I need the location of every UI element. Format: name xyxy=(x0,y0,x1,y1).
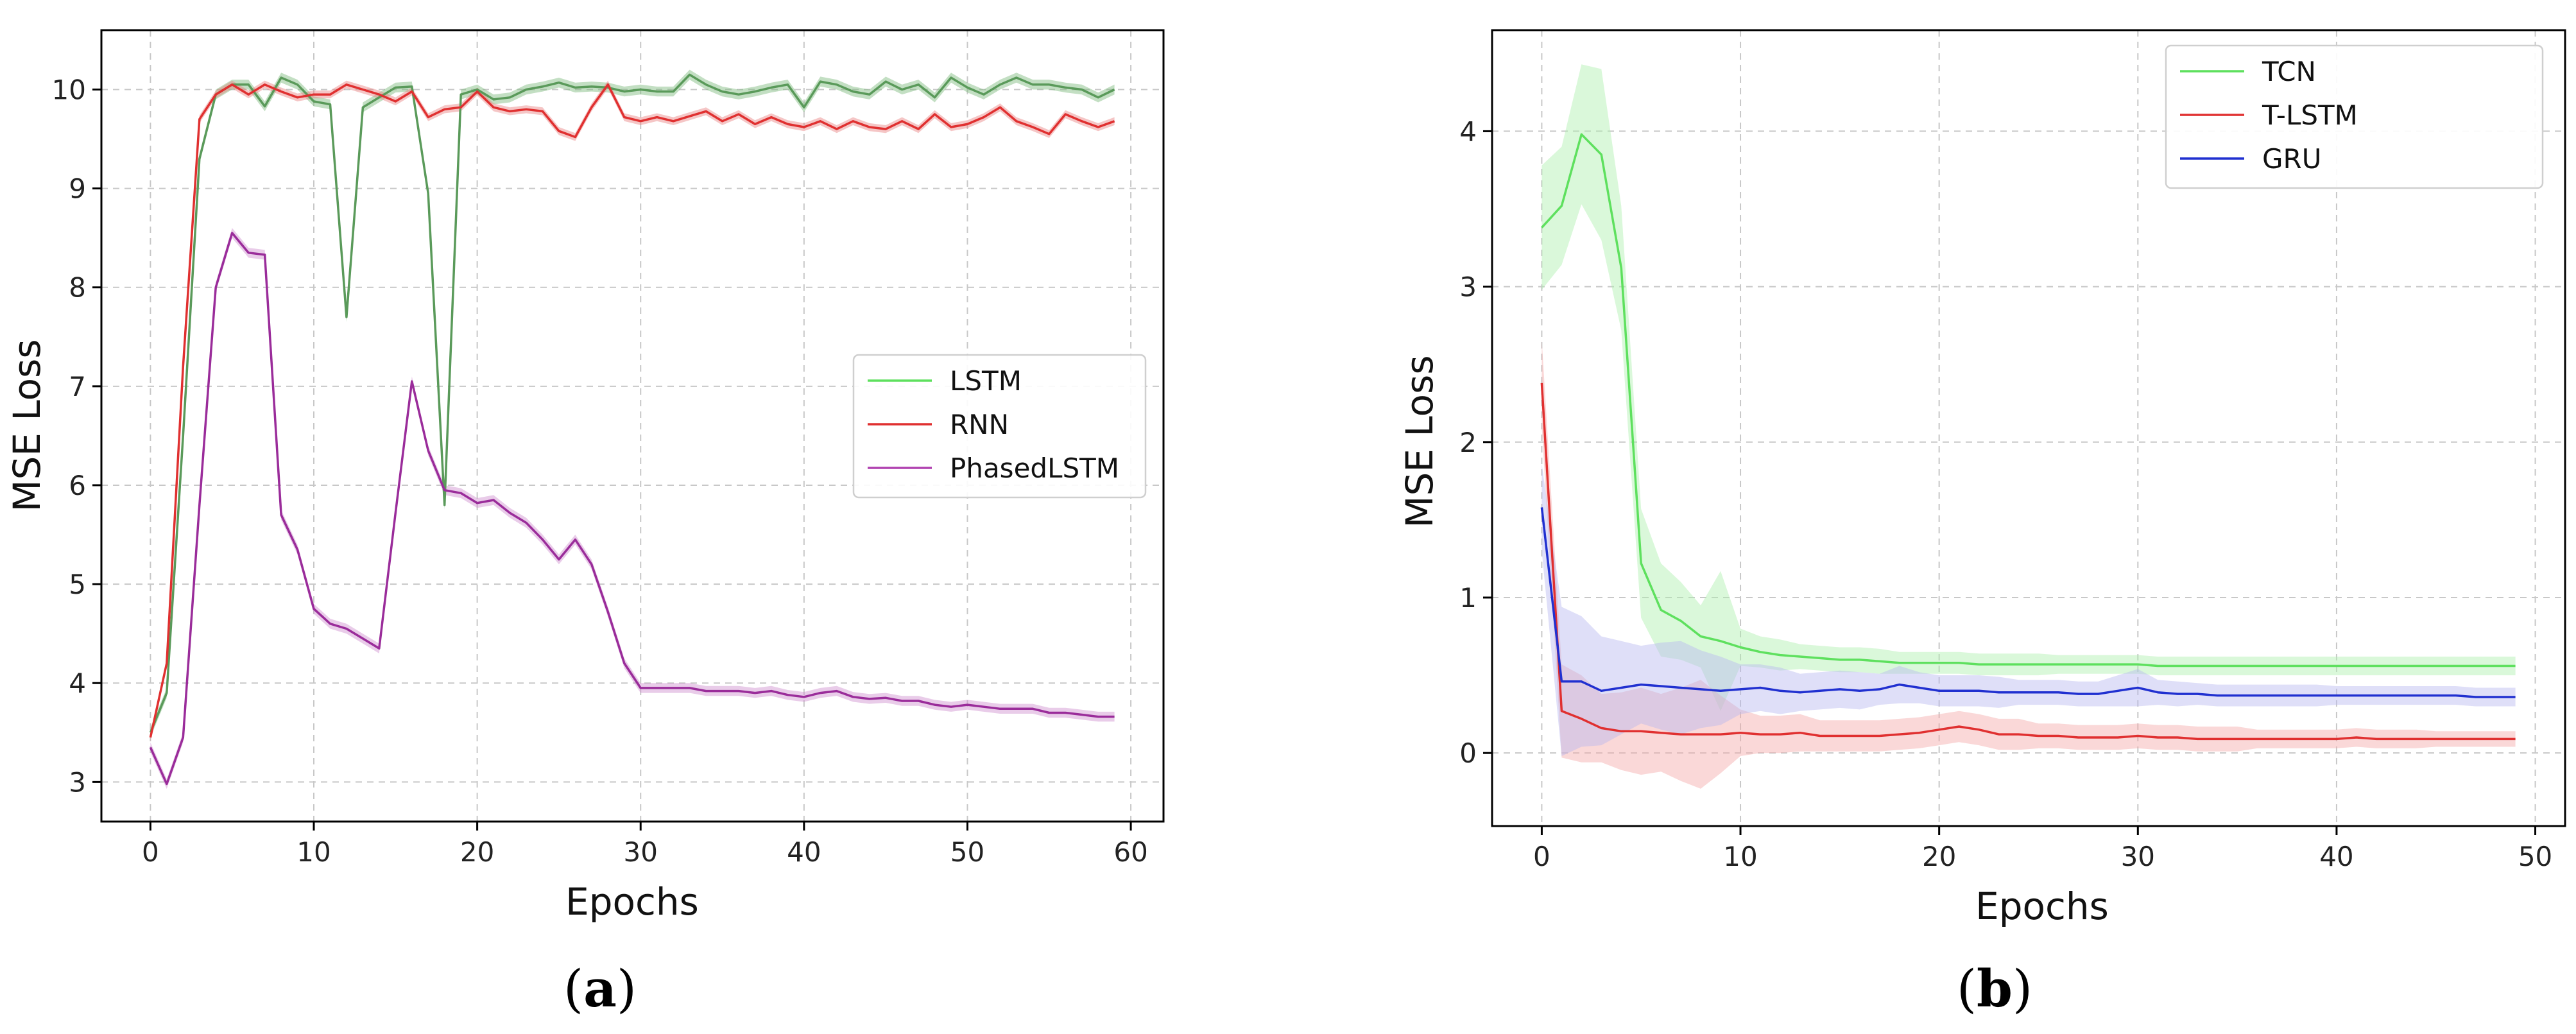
panel-a-y-tick-label: 7 xyxy=(69,371,86,402)
panel-b-caption: (b) xyxy=(1957,958,2032,1019)
panel-a-y-label: MSE Loss xyxy=(5,339,49,512)
panel-b-gru-line xyxy=(1540,507,2516,698)
panel-b-legend-label-gru: GRU xyxy=(2262,143,2321,175)
panel-b-y-tick-label: 0 xyxy=(1459,737,1477,769)
panel-a-x-tick-label: 30 xyxy=(624,836,658,868)
panel-a-y-tick-label: 4 xyxy=(69,668,86,699)
panel-a-legend-label-phasedlstm: PhasedLSTM xyxy=(950,452,1119,484)
panel-a-legend-label-rnn: RNN xyxy=(950,409,1009,440)
panel-b-y-ticks: 0 1 2 3 4 xyxy=(1459,116,1492,769)
panel-b-y-tick-label: 4 xyxy=(1459,116,1477,147)
panel-a-x-label: Epochs xyxy=(565,880,699,924)
panel-b-legend: TCN T-LSTM GRU xyxy=(2165,44,2544,189)
panel-b-x-label: Epochs xyxy=(1975,884,2109,928)
panel-b-y-tick-label: 2 xyxy=(1459,427,1477,458)
panel-b: 0 10 20 30 40 50 0 1 2 3 4 Epochs MSE Loss TCN T-L… xyxy=(1398,29,2566,1019)
panel-b-legend-label-tcn: TCN xyxy=(2262,56,2316,87)
panel-a-y-tick-label: 5 xyxy=(69,569,86,600)
panel-b-lines xyxy=(1540,133,2516,741)
panel-b-legend-label-t-lstm: T-LSTM xyxy=(2262,99,2358,131)
panel-a-lstm-line xyxy=(149,73,1115,733)
panel-a-rnn-line xyxy=(149,83,1115,738)
panel-b-x-tick-label: 30 xyxy=(2121,841,2155,872)
panel-b-x-tick-label: 0 xyxy=(1533,841,1550,872)
panel-b-gru-band xyxy=(1541,463,2516,756)
panel-b-x-ticks: 0 10 20 30 40 50 xyxy=(1533,826,2552,872)
panel-a-lines xyxy=(149,73,1115,786)
panel-b-t-lstm-band xyxy=(1541,340,2516,789)
panel-a-axes-frame xyxy=(100,29,1165,823)
panel-b-x-tick-label: 50 xyxy=(2518,841,2552,872)
panel-b-axes-frame xyxy=(1491,29,2566,827)
panel-a-x-tick-label: 0 xyxy=(142,836,159,868)
panel-a-x-tick-label: 20 xyxy=(460,836,494,868)
panel-b-bands xyxy=(1541,64,2516,789)
panel-a-x-tick-label: 50 xyxy=(950,836,984,868)
panel-b-y-tick-label: 1 xyxy=(1459,582,1477,614)
panel-a-x-tick-label: 10 xyxy=(296,836,331,868)
panel-b-legend-box xyxy=(2165,44,2544,189)
panel-a-caption: (a) xyxy=(563,958,637,1019)
panel-a-x-ticks: 0 10 20 30 40 50 60 xyxy=(142,822,1148,868)
panel-b-y-tick-label: 3 xyxy=(1459,271,1477,303)
panel-a-y-tick-label: 10 xyxy=(52,74,86,105)
panel-a-legend: LSTM RNN PhasedLSTM xyxy=(852,354,1147,499)
panel-b-grid xyxy=(1492,30,2565,826)
panel-b-x-tick-label: 10 xyxy=(1723,841,1757,872)
panel-b-x-tick-label: 20 xyxy=(1922,841,1956,872)
panel-a-y-tick-label: 3 xyxy=(69,766,86,798)
panel-b-t-lstm-line xyxy=(1540,383,2516,741)
panel-a-y-tick-label: 8 xyxy=(69,272,86,304)
panel-b-tcn-line xyxy=(1541,133,2516,668)
panel-b-x-tick-label: 40 xyxy=(2319,841,2353,872)
panel-a-legend-label-lstm: LSTM xyxy=(950,365,1022,397)
panel-a-x-tick-label: 60 xyxy=(1113,836,1147,868)
panel-a-y-tick-label: 9 xyxy=(69,173,86,205)
panel-b-y-label: MSE Loss xyxy=(1398,355,1441,528)
panel-a-phasedlstm-line xyxy=(149,232,1115,786)
panel-a-x-tick-label: 40 xyxy=(787,836,821,868)
panel-a-y-tick-label: 6 xyxy=(69,470,86,501)
panel-a-y-ticks: 3 4 5 6 7 8 9 10 xyxy=(52,74,101,798)
panel-a-legend-box xyxy=(852,354,1147,499)
